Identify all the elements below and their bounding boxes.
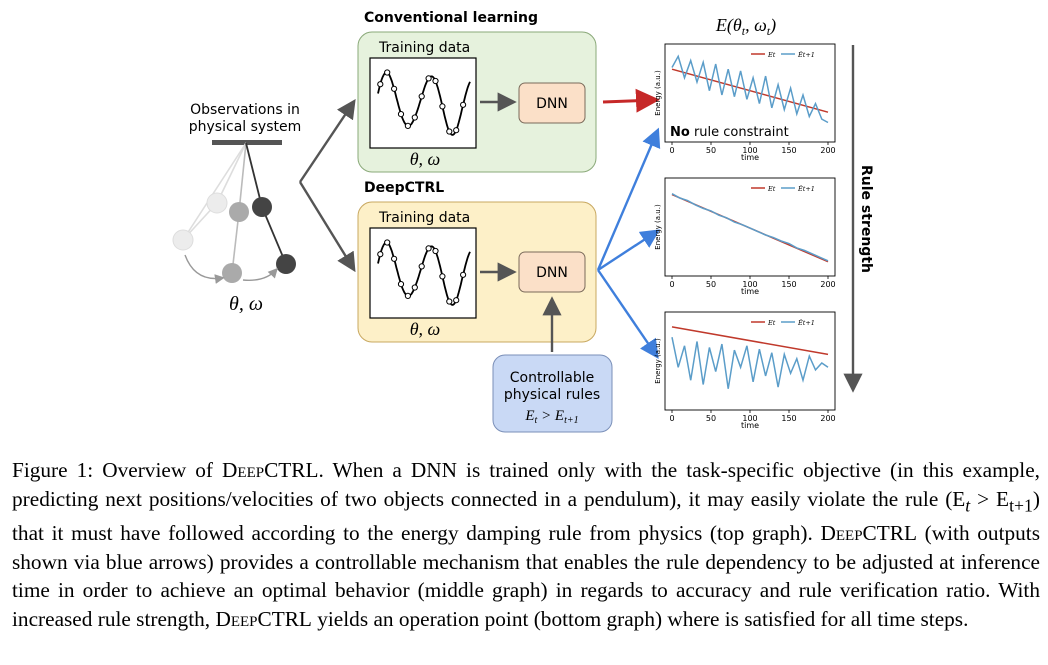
pendulum-illustration [172, 142, 296, 284]
x-tick-label: 150 [781, 414, 796, 423]
chart-middle: 0 50 100 150 200 time Energy (a.u.) Et Êt+1 [654, 177, 836, 296]
red-output-arrow [602, 88, 660, 113]
sample-point [460, 271, 467, 278]
plot-frame [664, 177, 836, 277]
deepctrl-data-label: θ, ω [410, 319, 441, 339]
conventional-data-box [369, 57, 477, 149]
x-tick-label: 150 [781, 146, 796, 155]
sample-point [397, 111, 405, 118]
deepctrl-training-label: Training data [378, 210, 470, 226]
blue-arrow-middle [597, 229, 661, 272]
y-axis-label: Energy (a.u.) [654, 204, 662, 250]
x-tick-label: 100 [742, 414, 757, 423]
sample-point [439, 273, 446, 280]
pendulum-state-label: θ, ω [229, 293, 263, 315]
sample-point [446, 128, 453, 135]
sample-point [446, 298, 453, 305]
sample-point [418, 263, 425, 270]
sample-point [432, 247, 439, 255]
chart-top: 0 50 100 150 200 time Energy (a.u.) Et Êt+1 No ru… [654, 43, 836, 162]
sample-point [439, 103, 446, 110]
blue-arrow-bottom [597, 269, 659, 359]
y-axis-label: Energy (a.u.) [654, 70, 662, 116]
no-rule-annotation: No rule constraint [670, 125, 789, 140]
overview-figure: Observations in physical system θ, ω Con… [172, 10, 874, 433]
x-axis-label: time [741, 153, 759, 162]
x-tick-label: 50 [706, 280, 716, 289]
observations-label-line2: physical system [189, 119, 301, 135]
sample-point [418, 93, 425, 100]
legend-et1-label: Êt+1 [797, 50, 815, 59]
series-et-line [671, 326, 829, 356]
rules-line1: Controllable [510, 370, 594, 386]
sample-point [397, 281, 405, 288]
conventional-dnn-label: DNN [536, 96, 568, 112]
blue-arrow-top [596, 127, 661, 271]
x-tick-label: 150 [781, 280, 796, 289]
sample-point [411, 114, 418, 121]
legend-et-label: Et [767, 319, 776, 327]
y-axis-label: Energy (a.u.) [654, 338, 662, 384]
branch-arrow-down [298, 181, 356, 273]
deepctrl-dnn-box [518, 251, 586, 293]
conventional-sine-wave [377, 69, 471, 136]
rules-box [492, 354, 613, 433]
sample-point [425, 245, 432, 252]
x-tick-label: 100 [742, 146, 757, 155]
x-tick-label: 0 [669, 280, 674, 289]
sample-point [384, 239, 391, 246]
legend-et-label: Et [767, 185, 776, 193]
conventional-data-label: θ, ω [410, 149, 441, 169]
sample-point [384, 69, 391, 76]
conventional-training-label: Training data [378, 40, 470, 56]
sample-point [425, 75, 432, 82]
x-tick-label: 200 [820, 280, 835, 289]
deepctrl-dnn-label: DNN [536, 265, 568, 281]
conventional-dnn-box [518, 82, 586, 124]
plots-title: E(θt, ωt) [715, 15, 776, 38]
rule-strength-label: Rule strength [858, 165, 874, 273]
sample-point [377, 81, 384, 88]
sample-point [391, 255, 398, 262]
branch-arrow-up [299, 99, 356, 183]
deepctrl-title: DeepCTRL [364, 180, 444, 196]
sample-point [460, 101, 467, 108]
sample-point [404, 292, 411, 299]
sample-point [377, 251, 384, 258]
sample-point [391, 85, 398, 92]
sample-point [404, 122, 411, 130]
x-tick-label: 200 [820, 414, 835, 423]
x-tick-label: 200 [820, 146, 835, 155]
observations-label-line1: Observations in [190, 102, 300, 118]
x-axis-label: time [741, 287, 759, 296]
legend-et1-label: Êt+1 [797, 184, 815, 193]
x-tick-label: 0 [669, 146, 674, 155]
conventional-title: Conventional learning [364, 10, 538, 26]
x-tick-label: 100 [742, 280, 757, 289]
figure-caption: Figure 1: Overview of DeepCTRL. When a D… [12, 458, 1040, 631]
sample-point [411, 284, 418, 291]
series-et1-line [671, 193, 829, 262]
legend-et-label: Et [767, 51, 776, 59]
rules-line2: physical rules [504, 387, 600, 403]
series-et1-line [671, 54, 829, 124]
series-et1-line [671, 337, 829, 389]
x-tick-label: 50 [706, 414, 716, 423]
x-tick-label: 50 [706, 146, 716, 155]
x-axis-label: time [741, 421, 759, 430]
sample-point [453, 127, 460, 134]
x-tick-label: 0 [669, 414, 674, 423]
sample-point [453, 297, 460, 304]
chart-bottom: 0 50 100 150 200 time Energy (a.u.) Et Êt+1 [654, 311, 836, 430]
sample-point [432, 77, 439, 85]
legend-et1-label: Êt+1 [797, 318, 815, 327]
pendulum-pivot-bar [212, 140, 282, 145]
deepctrl-sine-wave [377, 239, 471, 306]
